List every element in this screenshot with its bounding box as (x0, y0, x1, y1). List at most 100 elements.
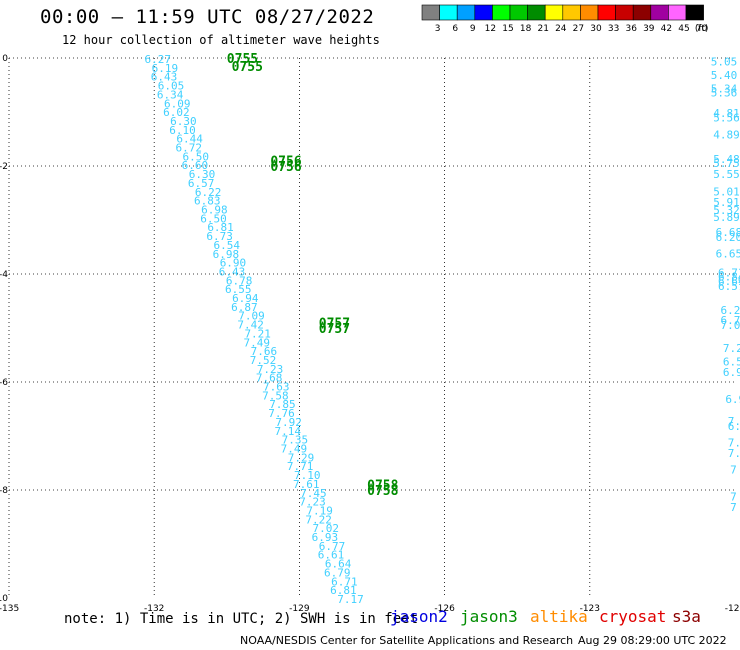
y-tick-label: -2 (0, 162, 8, 172)
swh-value-label: 6.81 (207, 221, 234, 234)
swh-value-label: 7.92 (275, 416, 302, 429)
scale-label-15: 15 (502, 24, 513, 34)
swh-value-label-edge: 7. (728, 415, 740, 428)
footer-credit: NOAA/NESDIS Center for Satellite Applica… (240, 634, 574, 647)
swh-value-label: 7.23 (257, 363, 284, 376)
swh-value-label: 6.30 (170, 115, 197, 128)
swh-value-label-edge: 5.32 (713, 204, 740, 217)
swh-value-label: 6.57 (188, 177, 215, 190)
swh-value-label: 6.34 (157, 88, 184, 101)
y-tick-label: -6 (0, 378, 8, 388)
swh-value-label: 7.61 (293, 478, 320, 491)
swh-value-label-edge: 5.05 (711, 56, 738, 69)
swh-value-label: 6.71 (331, 575, 358, 588)
swh-value-label: 7.35 (282, 434, 309, 447)
swh-value-label: 6.54 (214, 239, 241, 252)
time-label: 0755 (232, 60, 263, 75)
swh-value-label-edge: 5.48 (713, 153, 740, 166)
swh-value-label-edge: 6.9 (725, 393, 740, 406)
swh-value-label: 6.30 (189, 168, 216, 181)
time-label: 0756 (270, 155, 301, 170)
scale-label-33: 33 (608, 24, 619, 34)
satellite-legend-cryosat: cryosat (599, 607, 667, 626)
swh-value-label: 6.05 (158, 80, 185, 93)
swh-value-label-edge: 4.81 (713, 107, 740, 120)
swh-value-label: 6.02 (163, 106, 190, 119)
swh-value-label: 6.27 (145, 53, 172, 66)
swh-value-label: 6.61 (318, 549, 345, 562)
swh-value-label: 7.22 (305, 513, 332, 526)
swh-value-label: 6.50 (183, 150, 210, 163)
swh-value-label: 7.52 (250, 354, 277, 367)
scale-label-39: 39 (643, 24, 655, 34)
scale-label-24: 24 (555, 24, 567, 34)
x-tick-label: -129 (289, 604, 310, 614)
swh-value-label: 7.45 (300, 487, 327, 500)
swh-value-label-edge: 6.84 (718, 271, 740, 284)
swh-value-label: 6.22 (195, 186, 222, 199)
swh-value-label-edge: 5.75 (713, 157, 740, 170)
scale-label-36: 36 (625, 24, 637, 34)
y-tick-label: 0 (2, 54, 8, 64)
scale-label-70: 70 (696, 24, 708, 34)
swh-value-label-edge: 7 (730, 501, 737, 514)
swh-value-label: 7.42 (237, 319, 264, 332)
time-label: 0757 (319, 322, 350, 337)
swh-value-label: 7.29 (288, 451, 315, 464)
swh-value-label-edge: 6. (728, 420, 740, 433)
swh-value-label-edge: 5.40 (711, 69, 738, 82)
satellite-legend-altika: altika (530, 607, 588, 626)
y-tick-label: -10 (0, 594, 8, 604)
satellite-legend-jason3: jason3 (460, 607, 518, 626)
footer-timestamp: Aug 29 08:29:00 UTC 2022 (578, 634, 727, 647)
chart-subtitle: 12 hour collection of altimeter wave hei… (62, 33, 380, 47)
swh-value-label: 6.43 (151, 71, 178, 84)
x-tick-label: -120 (725, 604, 740, 614)
chart-title: 00:00 – 11:59 UTC 08/27/2022 (40, 6, 375, 28)
time-label: 0756 (270, 160, 301, 175)
scale-label-12: 12 (485, 24, 496, 34)
swh-value-label-edge: 6.57 (718, 280, 740, 293)
swh-value-label: 6.81 (330, 584, 357, 597)
swh-value-label: 7.63 (263, 381, 290, 394)
swh-value-label: 6.09 (164, 97, 191, 110)
swh-value-label: 7.49 (244, 336, 270, 349)
swh-value-label-edge: 5.34 (711, 83, 738, 96)
swh-value-label-edge: 6.20 (716, 231, 740, 244)
swh-value-label: 6.77 (319, 540, 346, 553)
swh-value-label-edge: 7.02 (720, 319, 740, 332)
swh-value-label: 7.58 (262, 389, 289, 402)
time-label: 0758 (367, 479, 398, 494)
swh-value-label: 7.49 (281, 443, 308, 456)
time-label: 0758 (367, 484, 398, 499)
swh-value-label: 7.09 (238, 310, 265, 323)
swh-value-label: 7.21 (244, 327, 270, 340)
swh-value-label: 7.85 (269, 398, 296, 411)
swh-value-label-edge: 6.68 (716, 226, 740, 239)
time-label: 0755 (227, 52, 258, 67)
swh-value-label-edge: 6.21 (720, 304, 740, 317)
footer-note: note: 1) Time is in UTC; 2) SWH is in fe… (64, 611, 419, 627)
swh-value-label-edge: 5.89 (713, 211, 740, 224)
swh-value-label: 7.10 (294, 469, 321, 482)
swh-value-label-edge: 6.72 (720, 314, 740, 327)
swh-value-label: 7.76 (268, 407, 295, 420)
swh-value-label-edge: 5.91 (713, 196, 740, 209)
swh-value-label: 6.90 (220, 257, 247, 270)
swh-value-label-edge: 7.2 (723, 342, 740, 355)
x-tick-label: -123 (580, 604, 600, 614)
scale-label-42: 42 (661, 24, 672, 34)
swh-value-label: 6.98 (201, 203, 228, 216)
swh-value-label: 7.17 (337, 593, 364, 606)
scale-label-18: 18 (520, 24, 532, 34)
scale-label-21: 21 (537, 24, 548, 34)
satellite-legend-s3a: s3a (672, 607, 701, 626)
swh-value-label: 7.14 (274, 425, 301, 438)
swh-value-label-edge: 7 (730, 490, 737, 503)
swh-value-label: 7.68 (256, 372, 283, 385)
swh-value-label: 7.23 (299, 496, 326, 509)
swh-value-label: 6.94 (232, 292, 259, 305)
swh-value-label: 6.93 (312, 531, 339, 544)
swh-value-label: 6.44 (176, 133, 203, 146)
